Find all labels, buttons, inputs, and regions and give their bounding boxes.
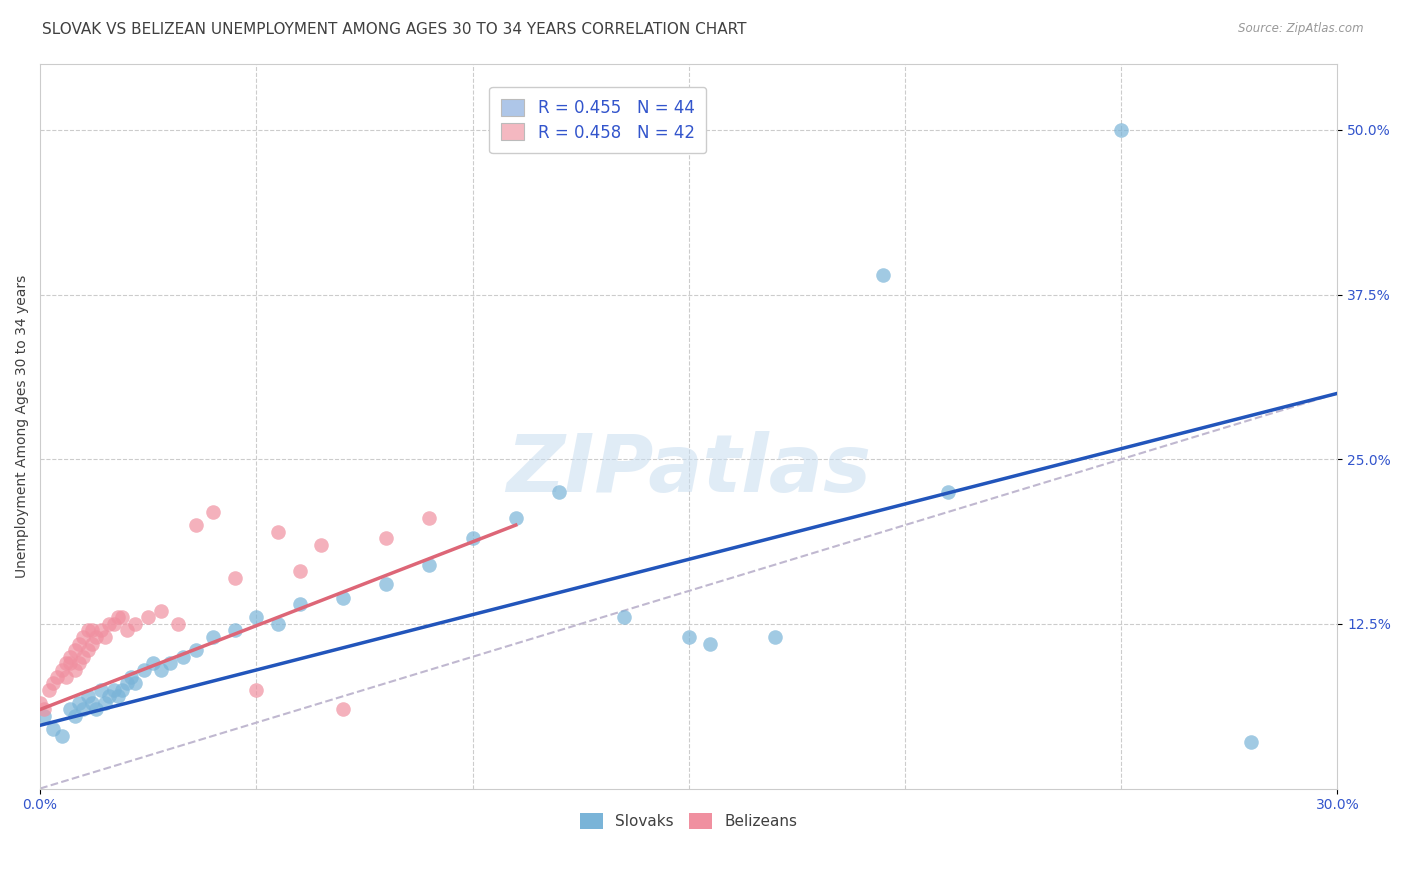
Point: [1109, 123, 1132, 137]
Point: [90, 682, 112, 697]
Point: [55, 669, 77, 683]
Point: [67, 696, 90, 710]
Y-axis label: Unemployment Among Ages 30 to 34 years: Unemployment Among Ages 30 to 34 years: [15, 275, 30, 578]
Point: [936, 485, 959, 500]
Point: [115, 676, 138, 690]
Point: [59, 702, 82, 716]
Point: [107, 610, 129, 624]
Text: ZIPatlas: ZIPatlas: [506, 431, 872, 508]
Point: [150, 604, 173, 618]
Point: [46, 669, 69, 683]
Point: [72, 630, 94, 644]
Point: [72, 649, 94, 664]
Point: [76, 624, 98, 638]
Point: [98, 690, 121, 704]
Point: [42, 723, 65, 737]
Point: [872, 268, 894, 282]
Point: [103, 616, 125, 631]
Point: [67, 637, 90, 651]
Point: [55, 657, 77, 671]
Point: [51, 729, 73, 743]
Point: [51, 663, 73, 677]
Point: [86, 630, 108, 644]
Point: [288, 564, 311, 578]
Point: [699, 637, 721, 651]
Point: [202, 505, 225, 519]
Point: [111, 610, 134, 624]
Point: [124, 676, 146, 690]
Point: [63, 709, 86, 723]
Point: [86, 702, 108, 716]
Point: [224, 624, 246, 638]
Point: [136, 610, 159, 624]
Point: [63, 663, 86, 677]
Point: [67, 657, 90, 671]
Point: [94, 696, 117, 710]
Point: [111, 682, 134, 697]
Point: [332, 702, 354, 716]
Point: [34, 709, 56, 723]
Point: [267, 616, 290, 631]
Point: [141, 657, 163, 671]
Text: SLOVAK VS BELIZEAN UNEMPLOYMENT AMONG AGES 30 TO 34 YEARS CORRELATION CHART: SLOVAK VS BELIZEAN UNEMPLOYMENT AMONG AG…: [42, 22, 747, 37]
Point: [159, 657, 181, 671]
Point: [418, 558, 440, 572]
Point: [202, 630, 225, 644]
Text: Source: ZipAtlas.com: Source: ZipAtlas.com: [1239, 22, 1364, 36]
Point: [505, 511, 527, 525]
Point: [76, 690, 98, 704]
Point: [309, 538, 332, 552]
Point: [72, 702, 94, 716]
Point: [80, 637, 103, 651]
Point: [184, 643, 207, 657]
Point: [267, 524, 290, 539]
Point: [132, 663, 155, 677]
Point: [42, 676, 65, 690]
Point: [461, 531, 484, 545]
Point: [172, 649, 194, 664]
Point: [245, 610, 267, 624]
Point: [375, 531, 398, 545]
Point: [548, 485, 571, 500]
Point: [224, 571, 246, 585]
Point: [288, 597, 311, 611]
Point: [613, 610, 636, 624]
Point: [34, 702, 56, 716]
Point: [103, 682, 125, 697]
Point: [418, 511, 440, 525]
Point: [184, 518, 207, 533]
Point: [59, 649, 82, 664]
Point: [63, 643, 86, 657]
Point: [98, 616, 121, 631]
Point: [120, 669, 142, 683]
Point: [94, 630, 117, 644]
Point: [90, 624, 112, 638]
Point: [115, 624, 138, 638]
Point: [59, 657, 82, 671]
Point: [80, 624, 103, 638]
Point: [375, 577, 398, 591]
Point: [245, 682, 267, 697]
Point: [80, 696, 103, 710]
Point: [678, 630, 700, 644]
Point: [107, 690, 129, 704]
Legend: Slovaks, Belizeans: Slovaks, Belizeans: [574, 807, 803, 835]
Point: [76, 643, 98, 657]
Point: [150, 663, 173, 677]
Point: [167, 616, 190, 631]
Point: [332, 591, 354, 605]
Point: [1240, 735, 1263, 749]
Point: [124, 616, 146, 631]
Point: [38, 682, 60, 697]
Point: [30, 696, 52, 710]
Point: [763, 630, 786, 644]
